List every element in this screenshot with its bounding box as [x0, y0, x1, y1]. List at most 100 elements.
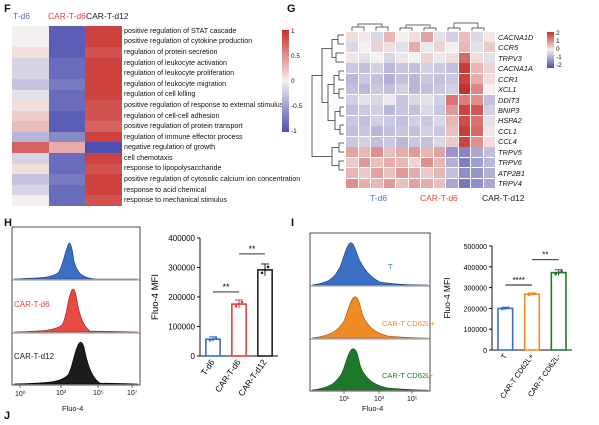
panel-g-cell — [421, 105, 433, 116]
panel-g-cell — [408, 42, 421, 53]
panel-g-cell — [446, 115, 458, 126]
panel-g-cell — [396, 32, 408, 42]
panel-g-cell — [471, 147, 483, 157]
panel-letter-i: I — [291, 217, 295, 229]
panel-f-cell — [12, 174, 50, 186]
panel-g-cell — [421, 32, 433, 42]
y-tick-label: 100000 — [464, 327, 487, 334]
panel-g-cell — [346, 52, 358, 63]
panel-f-cell — [48, 131, 86, 143]
panel-f-legend-tick: -1 — [291, 128, 297, 135]
data-point — [234, 304, 238, 308]
panel-g-cell — [471, 126, 483, 137]
panel-g-cell — [396, 105, 408, 116]
panel-f-cell — [85, 142, 123, 154]
data-point — [214, 336, 218, 340]
panel-g-cell — [458, 126, 471, 137]
panel-f-term-label: response to acid chemical — [124, 185, 207, 194]
panel-g-cell — [446, 147, 458, 157]
panel-i-bar-chart: 0 100000 200000 300000 400000 500000 Fluo-4 MF… — [442, 244, 572, 400]
panel-g-heatmap — [346, 32, 496, 189]
panel-g-cell — [421, 52, 433, 63]
panel-g-cell — [408, 147, 421, 157]
panel-g-cell — [346, 126, 358, 137]
panel-g-cell — [358, 105, 371, 116]
panel-g-gene-label: BNIP3 — [498, 106, 520, 115]
panel-f-cell — [48, 78, 86, 91]
panel-f-term-label: regulation of cell killing — [124, 90, 196, 99]
panel-f-cell — [12, 184, 50, 196]
panel-f-heatmap — [12, 26, 123, 207]
panel-f-cell — [85, 131, 123, 143]
panel-g-cell — [483, 42, 496, 53]
panel-f-cell — [48, 26, 86, 38]
panel-i-xaxis-label: Fluo-4 — [362, 404, 384, 413]
panel-f-term-label: positive regulation of STAT cascade — [124, 26, 237, 35]
panel-g-cell — [408, 32, 421, 42]
panel-g-cell — [371, 136, 383, 147]
panel-g-cell — [446, 168, 458, 178]
panel-g-cell — [446, 105, 458, 116]
panel-g-cell — [371, 73, 383, 84]
y-axis-label: Fluo-4 MFI — [442, 277, 452, 318]
panel-f-cell — [12, 89, 50, 101]
panel-letter-g: G — [287, 3, 296, 15]
panel-g-cell — [371, 115, 383, 126]
panel-f-term-label: regulation of cell-cell adhesion — [124, 111, 220, 120]
panel-g-cell — [408, 63, 421, 74]
histogram-xtick-label: 10¹ — [339, 396, 350, 403]
panel-g-cell — [383, 32, 396, 42]
panel-g-cell — [458, 157, 471, 168]
y-tick-label: 400000 — [464, 265, 487, 272]
panel-g-cell — [483, 52, 496, 63]
panel-g-cell — [383, 168, 396, 178]
bar — [523, 293, 541, 351]
panel-g-cell — [471, 115, 483, 126]
panel-g-cell — [371, 178, 383, 189]
panel-f-legend-tick: 0 — [291, 78, 295, 85]
panel-g-group-cart-d12: CAR-T-d12 — [482, 193, 525, 203]
panel-g-cell — [383, 94, 396, 105]
panel-f-term-label: negative regulation of growth — [124, 143, 216, 152]
panel-g-cell — [458, 73, 471, 84]
panel-g-cell — [371, 157, 383, 168]
panel-f-cell — [85, 47, 123, 59]
panel-g-gene-label: CACNA1A — [498, 64, 533, 74]
panel-f-legend-tick: 1 — [291, 28, 295, 35]
panel-g-cell — [471, 84, 483, 95]
panel-g-gene-label: TRPV6 — [498, 158, 522, 168]
panel-g-cell — [371, 94, 383, 105]
panel-g-cell — [383, 126, 396, 137]
panel-g-legend-tick: 2 — [556, 30, 560, 37]
panel-g-cell — [396, 115, 408, 126]
panel-f-legend-tick: 0.5 — [291, 53, 301, 60]
panel-f-cell — [12, 78, 50, 91]
panel-f-cell — [85, 78, 123, 91]
panel-g-cell — [483, 157, 496, 168]
data-point — [560, 269, 563, 273]
panel-f-cell — [48, 89, 86, 101]
panel-g-cell — [458, 147, 471, 157]
panel-f-legend-ticks: 1 0.5 0 -0.5 -1 — [291, 28, 311, 136]
panel-g-cell — [433, 94, 446, 105]
panel-h-xaxis-label: Fluo-4 — [62, 404, 84, 413]
data-point — [208, 339, 212, 342]
panel-i-hist-label-t: T — [388, 262, 393, 271]
panel-i-hist-label-cd62l-plus: CAR-T CD62L+ — [382, 319, 435, 328]
panel-g-cell — [346, 147, 358, 157]
panel-g-cell — [408, 115, 421, 126]
panel-g-cell — [396, 42, 408, 53]
panel-f-cell — [48, 47, 86, 59]
panel-g-cell — [346, 42, 358, 53]
panel-g-cell — [383, 73, 396, 84]
panel-g-cell — [408, 94, 421, 105]
x-category-label: T — [499, 352, 509, 361]
data-point — [530, 292, 534, 296]
panel-g-cell — [383, 105, 396, 116]
panel-g-cell — [433, 42, 446, 53]
panel-g-gene-label: XCL1 — [498, 85, 517, 95]
panel-g-cell — [396, 147, 408, 157]
panel-g-cell — [408, 178, 421, 189]
panel-f-cell — [48, 163, 86, 175]
